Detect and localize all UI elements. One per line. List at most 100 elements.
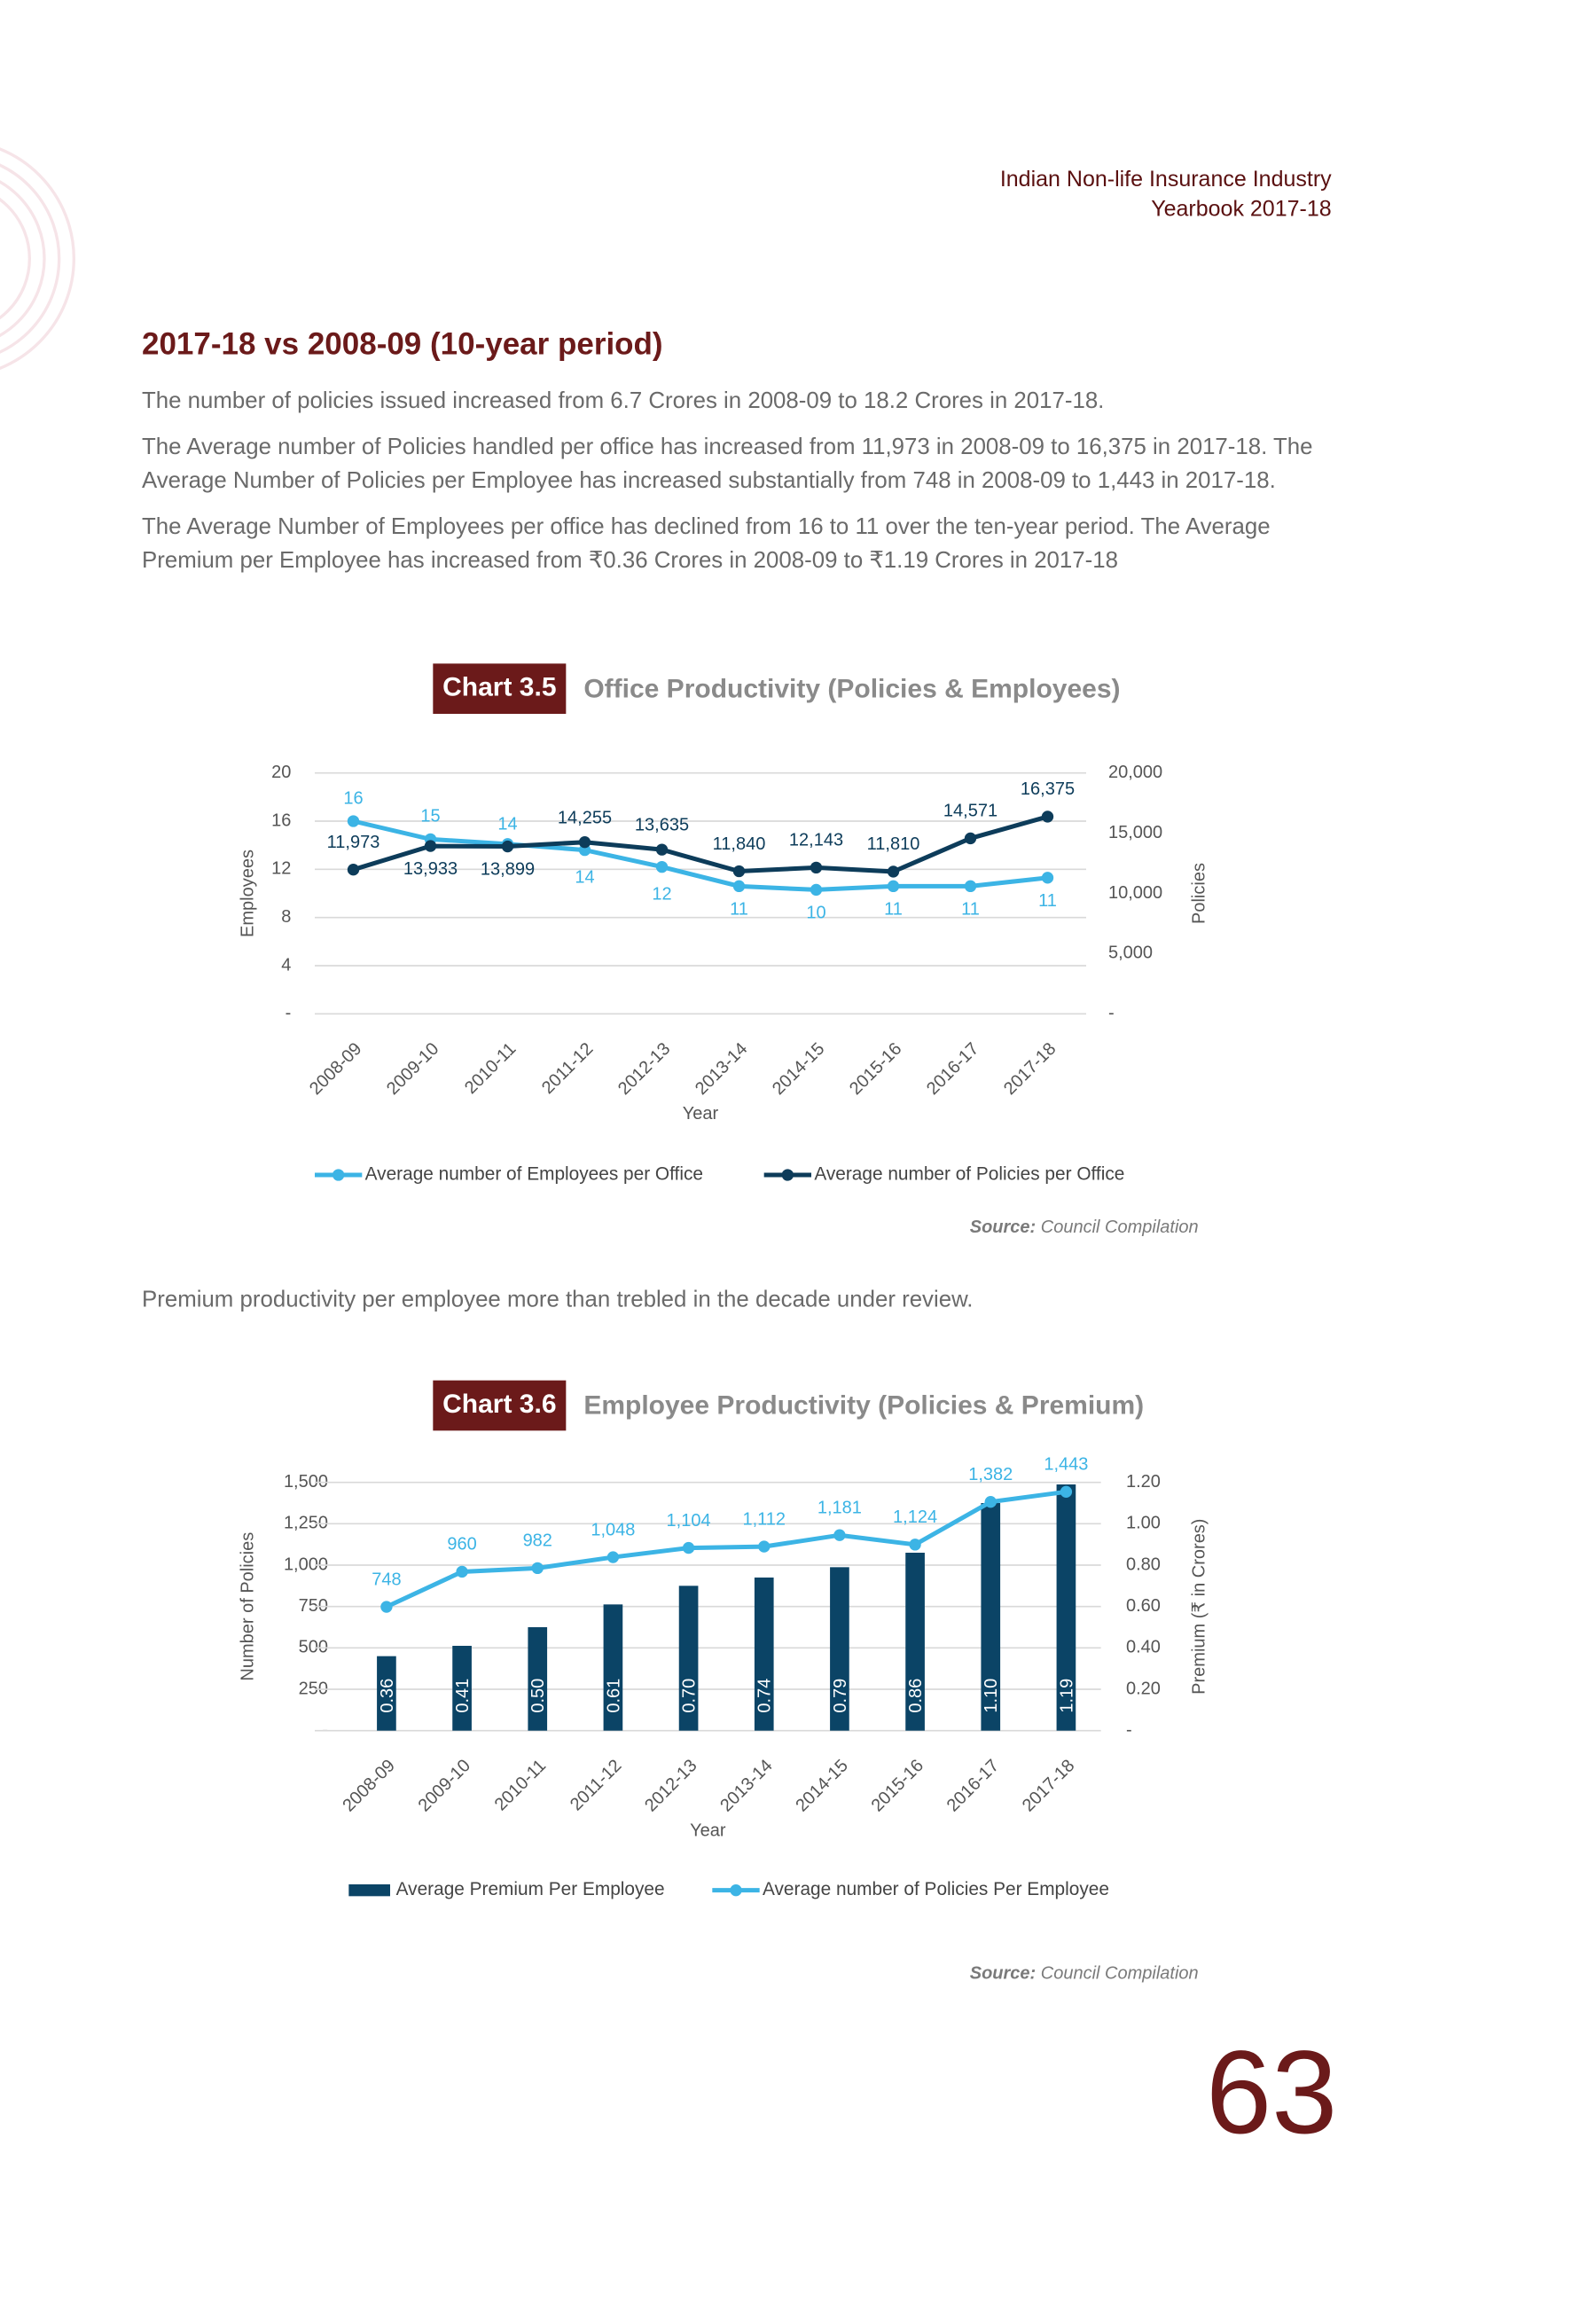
line: [385, 1489, 1067, 1609]
point: [424, 840, 437, 852]
data-label: 1.19: [1057, 1679, 1076, 1713]
y2-tick-label: 0.60: [1126, 1596, 1161, 1616]
data-label: 13,933: [403, 859, 458, 879]
point: [732, 880, 746, 893]
x-tick-label: 2012-13: [614, 1039, 674, 1099]
data-label: 982: [523, 1531, 552, 1551]
y2-tick-label: 0.40: [1126, 1638, 1161, 1657]
data-label: 1,124: [893, 1507, 937, 1527]
data-label: 1,443: [1044, 1455, 1088, 1475]
y2-tick-label: -: [1108, 1004, 1115, 1023]
x-tick-label: 2008-09: [339, 1756, 398, 1815]
line: [352, 818, 1048, 892]
line: [352, 814, 1049, 874]
x-tick-label: 2014-15: [769, 1039, 828, 1099]
x-tick-label: 2015-16: [846, 1039, 905, 1099]
data-label: 11: [1038, 891, 1057, 911]
y-tick-label: 16: [271, 810, 291, 830]
source-text: Council Compilation: [1041, 1218, 1199, 1237]
source-label: Source:: [970, 1964, 1036, 1984]
data-label: 11: [730, 899, 748, 919]
x-tick-label: 2011-12: [567, 1756, 625, 1814]
data-label: 0.41: [453, 1679, 473, 1713]
data-label: 11: [884, 899, 903, 919]
source: Source: Council Compilation: [970, 1218, 1199, 1237]
point: [1041, 872, 1054, 884]
data-label: 0.70: [680, 1679, 700, 1713]
point: [1041, 810, 1054, 823]
x-tick-label: 2010-11: [461, 1039, 520, 1098]
x-tick-label: 2014-15: [792, 1756, 851, 1815]
data-label: 0.36: [378, 1679, 397, 1713]
point: [655, 843, 669, 856]
point: [380, 1601, 393, 1613]
y2-tick-label: 10,000: [1108, 883, 1162, 903]
bar: [528, 1627, 548, 1731]
point: [606, 1551, 620, 1563]
data-label: 10: [806, 903, 825, 922]
data-label: 11: [961, 899, 980, 919]
point: [682, 1541, 695, 1554]
y2-tick-label: 1.20: [1126, 1472, 1161, 1492]
y2-tick-label: 15,000: [1108, 823, 1162, 842]
bar: [905, 1553, 925, 1731]
y-tick-label: 1,250: [284, 1514, 328, 1533]
data-label: 0.74: [755, 1679, 775, 1713]
point: [732, 865, 746, 878]
point: [887, 880, 900, 893]
data-label: 13,635: [635, 816, 689, 835]
data-label: 1,382: [968, 1465, 1013, 1484]
x-tick-label: 2017-18: [1000, 1039, 1060, 1099]
point: [578, 836, 591, 849]
point: [501, 840, 514, 853]
chart-label: Chart 3.6: [442, 1390, 556, 1419]
data-label: 0.86: [906, 1679, 926, 1713]
chart-label: Chart 3.5: [442, 673, 556, 702]
data-label: 15: [420, 807, 440, 826]
legend-label: Average Premium Per Employee: [396, 1879, 665, 1899]
point: [964, 880, 977, 893]
y2-tick-label: 1.00: [1126, 1514, 1161, 1533]
y-tick-label: 4: [281, 955, 291, 975]
legend-label: Average number of Policies per Office: [814, 1164, 1124, 1185]
legend-swatch: [730, 1884, 742, 1897]
y2-tick-label: 0.80: [1126, 1554, 1161, 1574]
paragraph-line: The Average number of Policies handled p…: [142, 435, 1313, 459]
bar: [1056, 1484, 1076, 1731]
data-label: 14: [575, 868, 594, 888]
point: [964, 832, 977, 845]
data-label: 1,048: [591, 1520, 635, 1539]
x-axis-title: Year: [683, 1104, 719, 1124]
legend-swatch: [332, 1169, 345, 1181]
legend-swatch: [781, 1169, 794, 1181]
bar: [830, 1567, 849, 1731]
legend-label: Average number of Employees per Office: [365, 1164, 703, 1185]
x-tick-label: 2016-17: [943, 1756, 1003, 1815]
decoration: [0, 147, 75, 371]
x-tick-label: 2013-14: [716, 1756, 776, 1815]
y-axis-title: Number of Policies: [238, 1532, 257, 1681]
data-label: 11,840: [713, 834, 766, 854]
y-axis-title: Employees: [238, 850, 257, 937]
paragraph: Premium productivity per employee more t…: [142, 1287, 973, 1312]
y2-tick-label: 5,000: [1108, 944, 1153, 963]
data-label: 16: [343, 788, 363, 808]
data-label: 1,112: [742, 1509, 786, 1529]
point: [984, 1496, 997, 1508]
x-tick-label: 2016-17: [923, 1039, 982, 1099]
chart-title: Employee Productivity (Policies & Premiu…: [583, 1391, 1144, 1421]
x-tick-label: 2010-11: [491, 1756, 550, 1814]
bar: [452, 1646, 472, 1731]
point: [909, 1539, 921, 1551]
y2-tick-label: -: [1126, 1720, 1132, 1740]
point: [531, 1562, 544, 1575]
data-label: 0.50: [528, 1679, 548, 1713]
point: [1060, 1485, 1073, 1498]
bar: [754, 1578, 774, 1731]
x-tick-label: 2015-16: [868, 1756, 927, 1815]
source-text: Council Compilation: [1041, 1964, 1199, 1984]
y-tick-label: 1,500: [284, 1472, 328, 1492]
data-label: 1,104: [667, 1511, 711, 1531]
point: [887, 865, 900, 878]
data-label: 1.10: [982, 1679, 1001, 1713]
